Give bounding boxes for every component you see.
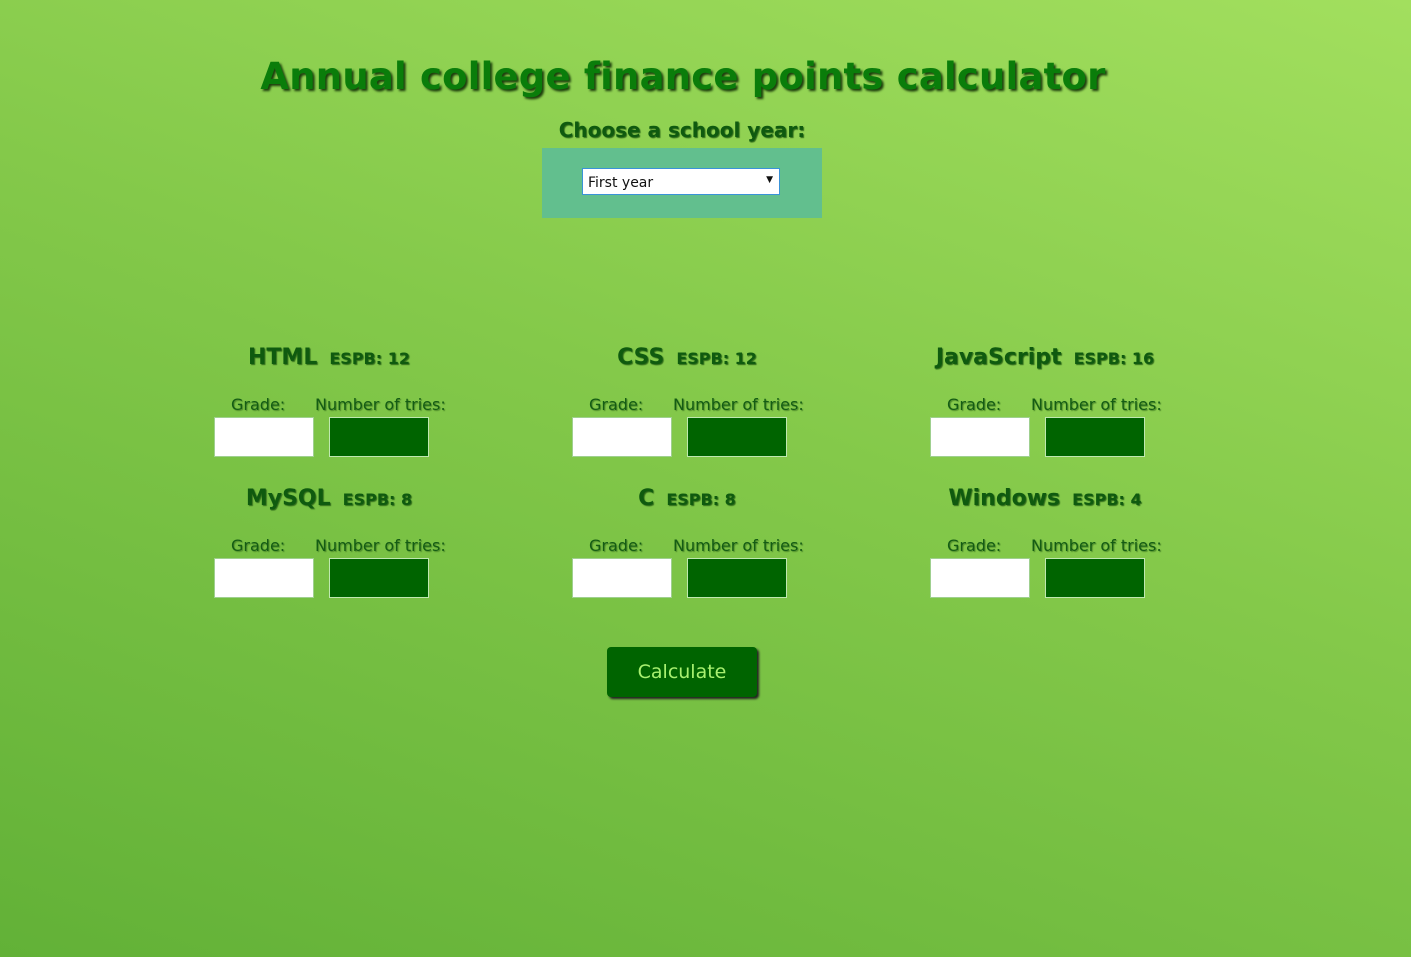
course-javascript: JavaScript ESPB: 16 Grade: Number of trie… [930,345,1162,460]
grade-input[interactable] [572,558,672,598]
espb-value: ESPB: 4 [1072,490,1142,509]
course-windows: Windows ESPB: 4 Grade: Number of tries: [930,486,1162,601]
tries-input[interactable] [329,417,429,457]
year-select-label: Choose a school year: [558,118,806,142]
tries-label: Number of tries: [673,395,804,414]
tries-label: Number of tries: [1031,536,1162,555]
grade-input[interactable] [214,558,314,598]
grade-input[interactable] [214,417,314,457]
course-name: HTML [248,345,318,370]
course-name: JavaScript [935,345,1062,370]
grade-label: Grade: [231,536,286,555]
grade-label: Grade: [947,536,1002,555]
chevron-down-icon: ▼ [766,175,773,185]
espb-value: ESPB: 12 [676,349,757,368]
course-html: HTML ESPB: 12 Grade: Number of tries: [214,345,446,460]
espb-value: ESPB: 8 [342,490,413,509]
course-name: C [638,486,655,511]
tries-label: Number of tries: [673,536,804,555]
tries-input[interactable] [687,417,787,457]
course-name: MySQL [245,486,331,511]
course-mysql: MySQL ESPB: 8 Grade: Number of tries: [214,486,446,601]
grade-input[interactable] [930,417,1030,457]
course-name: Windows [948,486,1061,511]
tries-input[interactable] [687,558,787,598]
grade-label: Grade: [231,395,286,414]
grade-input[interactable] [930,558,1030,598]
espb-value: ESPB: 16 [1073,349,1155,368]
grade-input[interactable] [572,417,672,457]
tries-input[interactable] [1045,558,1145,598]
year-select[interactable]: First year ▼ [582,168,780,195]
grade-label: Grade: [947,395,1002,414]
grade-label: Grade: [589,395,644,414]
grade-label: Grade: [589,536,644,555]
tries-label: Number of tries: [315,395,446,414]
espb-value: ESPB: 8 [666,490,736,509]
espb-value: ESPB: 12 [329,349,410,368]
calculate-button[interactable]: Calculate [607,647,757,697]
tries-label: Number of tries: [1031,395,1162,414]
course-css: CSS ESPB: 12 Grade: Number of tries: [572,345,804,460]
course-name: CSS [617,345,665,370]
year-select-panel: First year ▼ [542,148,822,218]
course-c: C ESPB: 8 Grade: Number of tries: [572,486,804,601]
tries-input[interactable] [1045,417,1145,457]
tries-input[interactable] [329,558,429,598]
tries-label: Number of tries: [315,536,446,555]
page-title: Annual college finance points calculator [260,54,1106,98]
year-select-value: First year [588,175,654,191]
